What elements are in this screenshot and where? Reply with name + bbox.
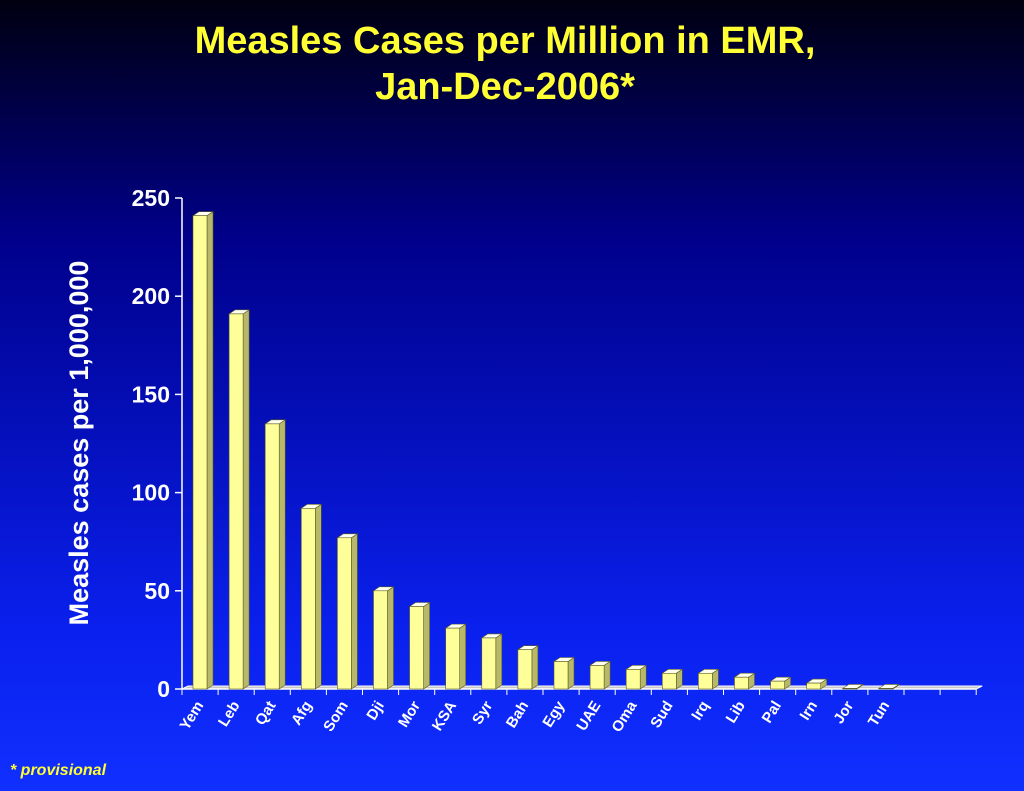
x-tick-label: Qat — [252, 698, 280, 728]
x-tick-label: Sud — [647, 698, 676, 731]
x-tick-label: Syr — [469, 698, 496, 728]
x-tick-label: Mor — [395, 698, 424, 730]
bar-side — [459, 623, 467, 690]
bar-side — [351, 533, 358, 690]
y-tick-label: 50 — [144, 578, 170, 604]
y-tick-label: 150 — [132, 381, 170, 407]
x-tick-label: Oma — [608, 698, 640, 736]
x-tick-label: Leb — [215, 698, 244, 730]
bar — [806, 682, 822, 690]
bar — [770, 680, 785, 690]
x-tick-label: Egy — [539, 698, 568, 731]
bar — [264, 423, 280, 690]
bar — [337, 537, 352, 690]
bar-side — [387, 586, 394, 690]
x-tick-label: Bah — [503, 698, 532, 731]
bar — [228, 313, 244, 690]
footnote: * provisional — [10, 762, 107, 779]
y-tick-label: 100 — [132, 480, 170, 506]
x-tick-label: Dji — [363, 698, 388, 723]
bar-side — [242, 309, 250, 690]
y-tick-label: 0 — [157, 676, 170, 702]
bar — [409, 606, 424, 690]
x-tick-label: UAE — [573, 698, 604, 734]
bar-side — [423, 601, 430, 690]
bar — [553, 661, 569, 690]
bar-side — [603, 660, 611, 690]
x-tick-label: Lib — [723, 698, 749, 726]
bar — [661, 672, 677, 690]
x-tick-label: Pal — [759, 698, 785, 726]
bar-side — [495, 633, 503, 690]
bar-side — [531, 645, 539, 690]
bar — [373, 590, 388, 690]
x-tick-label: KSA — [429, 698, 460, 734]
bar-side — [314, 503, 322, 690]
y-axis-title: Measles cases per 1,000,000 — [64, 261, 94, 626]
bar — [445, 627, 461, 690]
y-tick-label: 200 — [132, 283, 170, 309]
bar — [300, 508, 316, 690]
bar — [842, 688, 858, 690]
x-tick-label: Jor — [830, 698, 857, 727]
bar — [734, 676, 749, 690]
bar — [517, 649, 533, 690]
x-tick-label: Afg — [288, 698, 316, 728]
title-line-2: Jan-Dec-2006* — [375, 66, 635, 108]
bar — [625, 669, 641, 690]
bar — [698, 672, 713, 690]
x-tick-label: Som — [320, 698, 352, 735]
bar-side — [567, 656, 575, 690]
x-tick-label: Irn — [797, 698, 822, 723]
bar-side — [206, 211, 214, 690]
bar — [589, 665, 605, 690]
x-tick-label: Yem — [177, 698, 208, 733]
x-tick-label: Tun — [865, 698, 893, 729]
title-line-1: Measles Cases per Million in EMR, — [194, 20, 816, 62]
x-tick-label: Irq — [688, 698, 713, 723]
bar — [481, 637, 497, 690]
bar-side — [278, 419, 286, 690]
bar — [878, 688, 894, 690]
y-tick-label: 250 — [132, 185, 170, 211]
bar — [192, 215, 208, 690]
chart-title: Measles Cases per Million in EMR, Jan-De… — [0, 18, 1010, 110]
